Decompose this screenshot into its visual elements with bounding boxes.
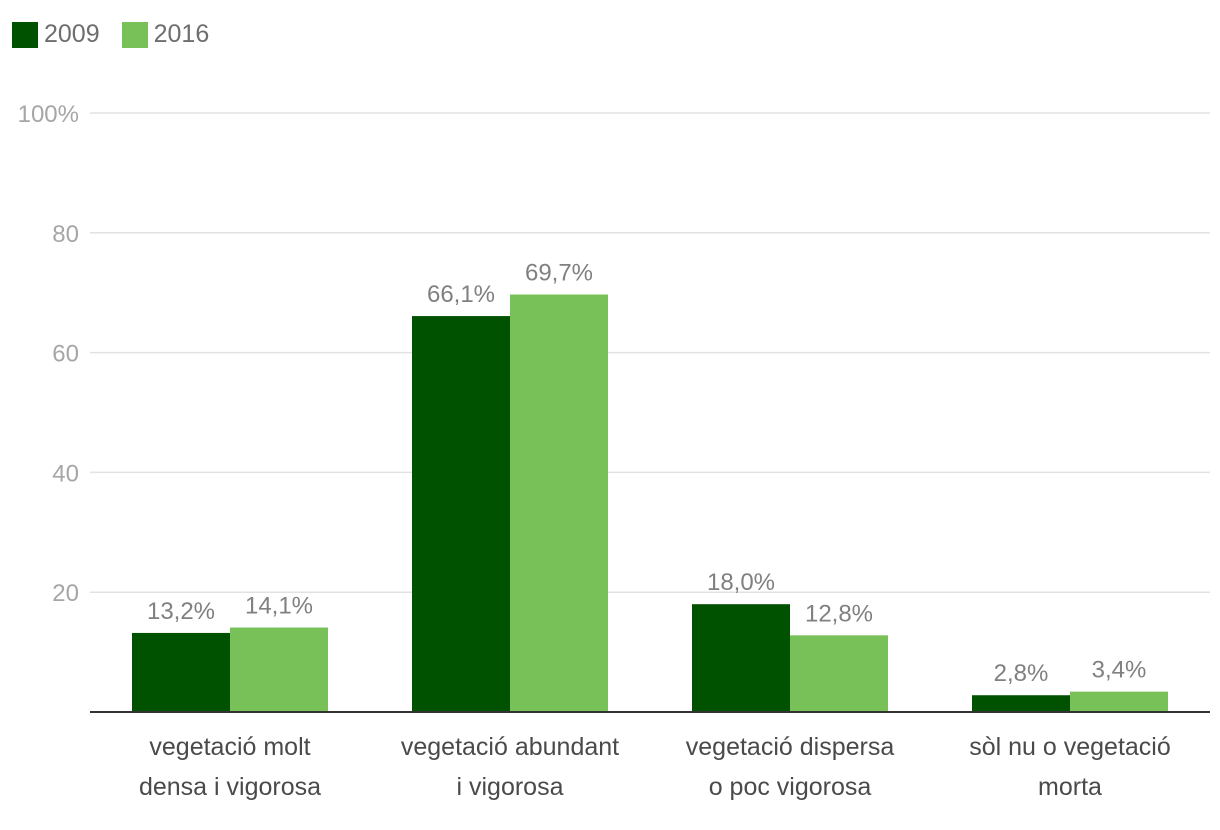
legend-label-2016: 2016 bbox=[153, 20, 210, 48]
x-category-label-line: morta bbox=[1038, 773, 1102, 801]
x-category-label-line: vegetació dispersa bbox=[686, 733, 895, 761]
x-category-label-4: sòl nu o vegetació morta bbox=[969, 733, 1171, 801]
y-tick-label-60: 60 bbox=[52, 341, 79, 368]
legend: 2009 2016 bbox=[12, 20, 231, 49]
data-label-2016-2: 69,7% bbox=[525, 259, 593, 286]
data-label-2009-2: 66,1% bbox=[427, 281, 495, 308]
y-tick-label-20: 20 bbox=[52, 580, 79, 607]
bar-2016-4 bbox=[1070, 691, 1168, 712]
x-category-label-3: vegetació dispersa o poc vigorosa bbox=[686, 733, 895, 801]
legend-item-2009: 2009 bbox=[12, 20, 100, 49]
x-category-label-line: vegetació abundant bbox=[401, 733, 619, 761]
legend-swatch-2009 bbox=[12, 21, 38, 48]
bar-2016-1 bbox=[230, 627, 328, 712]
bar-2009-4 bbox=[972, 695, 1070, 712]
x-category-label-line: o poc vigorosa bbox=[709, 773, 872, 801]
bar-2016-3 bbox=[790, 635, 888, 712]
y-tick-label-80: 80 bbox=[52, 221, 79, 248]
data-label-2016-3: 12,8% bbox=[805, 600, 873, 627]
x-category-label-1: vegetació molt densa i vigorosa bbox=[139, 733, 321, 801]
legend-item-2016: 2016 bbox=[121, 20, 210, 49]
bar-2009-1 bbox=[132, 632, 230, 712]
y-tick-label-40: 40 bbox=[52, 460, 79, 487]
x-category-label-line: i vigorosa bbox=[457, 773, 564, 801]
bar-2009-3 bbox=[692, 604, 790, 712]
data-label-2016-1: 14,1% bbox=[245, 593, 313, 620]
x-category-label-line: sòl nu o vegetació bbox=[969, 733, 1171, 761]
x-category-label-2: vegetació abundant i vigorosa bbox=[401, 733, 619, 801]
bar-2016-2 bbox=[510, 294, 608, 712]
data-label-2016-4: 3,4% bbox=[1092, 657, 1147, 684]
legend-swatch-2016 bbox=[121, 21, 148, 48]
data-label-2009-1: 13,2% bbox=[147, 598, 215, 625]
legend-label-2009: 2009 bbox=[44, 20, 100, 48]
x-category-label-line: densa i vigorosa bbox=[139, 773, 321, 801]
y-tick-label-100: 100% bbox=[18, 101, 79, 128]
data-label-2009-4: 2,8% bbox=[994, 660, 1049, 687]
bar-2009-2 bbox=[412, 316, 510, 712]
data-label-2009-3: 18,0% bbox=[707, 569, 775, 596]
x-category-label-line: vegetació molt bbox=[149, 733, 310, 761]
